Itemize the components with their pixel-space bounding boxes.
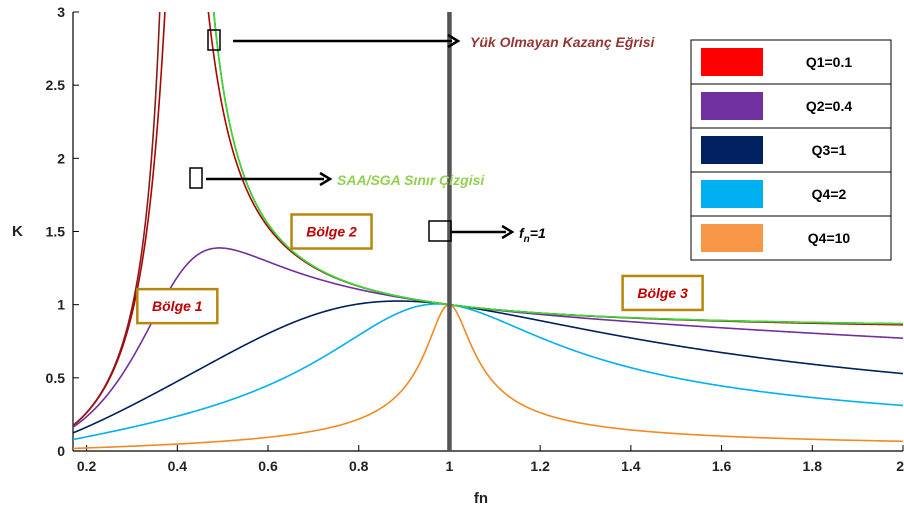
region-label: Bölge 3 xyxy=(637,285,688,301)
x-tick-label: 1.8 xyxy=(803,458,823,474)
fn-label-rest: =1 xyxy=(530,225,546,241)
x-tick-label: 1.2 xyxy=(530,458,550,474)
legend-label: Q4=2 xyxy=(812,186,847,202)
series-line-q5 xyxy=(73,303,903,450)
y-tick-group: 0 0.5 1 1.5 2 2.5 3 xyxy=(46,4,79,459)
x-tick-label: 0.2 xyxy=(77,458,97,474)
y-tick-label: 1 xyxy=(57,297,65,313)
legend-swatch xyxy=(701,224,763,252)
region-label: Bölge 1 xyxy=(152,298,203,314)
x-tick-label: 0.8 xyxy=(349,458,369,474)
fn-label-sub: n xyxy=(524,234,530,245)
region-label: Bölge 2 xyxy=(306,224,357,240)
fn-arrow-head xyxy=(501,224,515,240)
x-tick-label: 1 xyxy=(446,458,454,474)
x-tick-label: 0.6 xyxy=(258,458,278,474)
legend-swatch xyxy=(701,180,763,208)
legend-label: Q1=0.1 xyxy=(806,54,853,70)
x-tick-label: 1.4 xyxy=(621,458,641,474)
legend-swatch xyxy=(701,92,763,120)
legend-swatch xyxy=(701,136,763,164)
x-tick-label: 2 xyxy=(896,458,904,474)
x-tick-label: 1.6 xyxy=(712,458,732,474)
no-load-marker-box xyxy=(207,29,221,51)
curves xyxy=(73,12,903,450)
series-line-q4 xyxy=(73,303,903,441)
legend-label: Q4=10 xyxy=(808,230,851,246)
boundary-marker-box xyxy=(189,167,203,189)
y-tick-label: 2 xyxy=(57,150,65,166)
boundary-label: SAA/SGA Sınır Çizgisi xyxy=(337,172,485,188)
y-tick-label: 0 xyxy=(57,443,65,459)
y-tick-label: 1.5 xyxy=(46,224,66,240)
legend: Q1=0.1 Q2=0.4 Q3=1 Q4=2 Q4=10 xyxy=(690,39,892,261)
boundary-arrow-head xyxy=(319,171,333,187)
fn-label-base: f xyxy=(519,225,525,241)
boundary-curve xyxy=(212,12,903,325)
y-tick-label: 2.5 xyxy=(46,77,66,93)
x-tick-label: 0.4 xyxy=(168,458,188,474)
no-load-label: Yük Olmayan Kazanç Eğrisi xyxy=(470,34,656,50)
legend-swatch xyxy=(701,48,763,76)
annotation-boundary: SAA/SGA Sınır Çizgisi xyxy=(189,167,485,189)
no-load-arrow-head xyxy=(447,33,461,49)
y-axis-label: K xyxy=(12,223,23,240)
region-box xyxy=(621,274,704,312)
legend-label: Q2=0.4 xyxy=(806,98,853,114)
region-box xyxy=(136,287,219,325)
fn-label: fn=1 xyxy=(519,225,546,245)
region-labels: Bölge 1 Bölge 2 Bölge 3 xyxy=(136,213,704,325)
series-line-q2 xyxy=(73,247,903,428)
annotation-no-load: Yük Olmayan Kazanç Eğrisi xyxy=(207,29,656,51)
y-tick-label: 0.5 xyxy=(46,370,66,386)
series-line-q3 xyxy=(73,300,903,434)
x-axis-label: fn xyxy=(474,490,488,507)
y-tick-label: 3 xyxy=(57,4,65,20)
region-box xyxy=(290,213,373,250)
x-tick-group: 0.2 0.4 0.6 0.8 1 1.2 1.4 1.6 1.8 2 xyxy=(77,445,904,474)
annotation-fn: fn=1 xyxy=(428,220,546,245)
legend-label: Q3=1 xyxy=(812,142,847,158)
